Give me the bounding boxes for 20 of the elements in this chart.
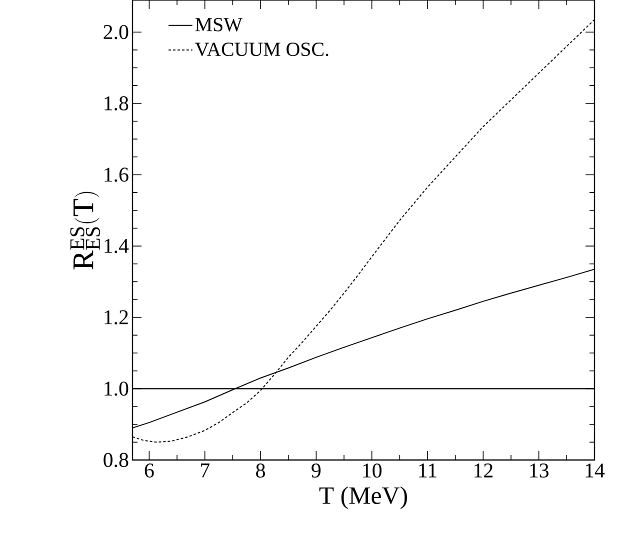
x-tick-label: 7 bbox=[201, 464, 210, 478]
y-tick-label: 1.6 bbox=[104, 168, 128, 182]
x-axis-title: T (MeV) bbox=[319, 486, 407, 510]
y-tick-label: 1.8 bbox=[104, 96, 128, 111]
x-tick-label: 6 bbox=[144, 464, 154, 478]
legend-label: MSW bbox=[195, 18, 242, 32]
x-tick-label: 12 bbox=[474, 464, 492, 478]
x-tick-label: 10 bbox=[363, 464, 382, 478]
x-tick-label: 9 bbox=[312, 464, 321, 478]
y-axis-title: $\mathrm{R}^{\mathrm{ES}}_{\mathrm{ES}}(\mathrm{T})$ bbox=[70, 192, 100, 270]
y-tick-label: 2.0 bbox=[104, 24, 128, 40]
x-tick-label: 11 bbox=[419, 464, 436, 478]
y-tick-label: 0.8 bbox=[104, 452, 128, 468]
y-tick-label: 1.4 bbox=[104, 238, 129, 254]
legend-label: VACUUM OSC. bbox=[195, 42, 328, 56]
x-tick-label: 8 bbox=[256, 464, 265, 478]
y-tick-label: 1.0 bbox=[104, 382, 128, 396]
y-tick-label: 1.2 bbox=[104, 310, 128, 324]
x-tick-label: 13 bbox=[530, 464, 548, 478]
x-tick-label: 14 bbox=[586, 464, 605, 478]
